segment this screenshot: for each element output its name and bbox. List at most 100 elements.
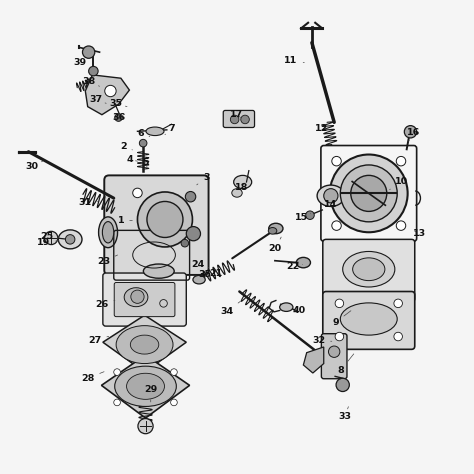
- Circle shape: [65, 235, 75, 244]
- Text: 19: 19: [37, 238, 59, 247]
- Polygon shape: [101, 355, 190, 418]
- Text: 1: 1: [118, 216, 132, 225]
- Text: 33: 33: [338, 407, 352, 420]
- Circle shape: [160, 300, 167, 307]
- Ellipse shape: [317, 185, 345, 207]
- Ellipse shape: [232, 189, 242, 197]
- Circle shape: [147, 201, 183, 237]
- FancyBboxPatch shape: [114, 283, 175, 317]
- Text: 31: 31: [79, 199, 98, 207]
- Ellipse shape: [234, 175, 252, 189]
- Text: 21: 21: [209, 266, 228, 278]
- Circle shape: [137, 192, 192, 247]
- Ellipse shape: [124, 288, 148, 307]
- Polygon shape: [303, 347, 324, 373]
- Circle shape: [131, 290, 144, 303]
- Text: 26: 26: [95, 300, 115, 309]
- Text: 6: 6: [137, 129, 150, 138]
- Text: 11: 11: [284, 56, 304, 65]
- Polygon shape: [111, 180, 201, 270]
- Circle shape: [336, 378, 349, 392]
- Circle shape: [396, 221, 406, 230]
- Polygon shape: [85, 75, 129, 115]
- Circle shape: [340, 165, 397, 222]
- Text: 35: 35: [109, 99, 127, 108]
- Text: 16: 16: [407, 128, 420, 141]
- Text: 13: 13: [412, 229, 426, 237]
- Text: 3: 3: [197, 173, 210, 185]
- Circle shape: [241, 115, 249, 124]
- Circle shape: [114, 399, 120, 406]
- FancyBboxPatch shape: [323, 239, 415, 302]
- Ellipse shape: [115, 366, 176, 406]
- Circle shape: [394, 299, 402, 308]
- Circle shape: [332, 221, 341, 230]
- Text: 37: 37: [89, 95, 106, 104]
- Text: 12: 12: [315, 125, 329, 137]
- Text: 29: 29: [144, 385, 157, 402]
- Circle shape: [171, 369, 177, 375]
- Circle shape: [171, 399, 177, 406]
- FancyBboxPatch shape: [223, 110, 255, 128]
- Text: 20: 20: [268, 237, 282, 253]
- Ellipse shape: [353, 258, 385, 281]
- Circle shape: [133, 188, 142, 198]
- Text: 4: 4: [126, 155, 137, 164]
- Circle shape: [335, 332, 344, 341]
- Circle shape: [139, 139, 147, 147]
- FancyBboxPatch shape: [321, 334, 347, 379]
- Circle shape: [185, 191, 196, 202]
- Text: 22: 22: [286, 262, 302, 271]
- Text: 27: 27: [88, 336, 109, 345]
- Text: 10: 10: [390, 177, 409, 190]
- Circle shape: [45, 231, 58, 245]
- Circle shape: [105, 85, 116, 97]
- Text: 9: 9: [332, 311, 351, 327]
- Circle shape: [138, 419, 153, 434]
- Text: 18: 18: [235, 183, 248, 192]
- Text: 5: 5: [143, 158, 149, 167]
- Text: 38: 38: [82, 77, 100, 86]
- Text: 8: 8: [337, 354, 354, 375]
- Text: 14: 14: [324, 201, 337, 209]
- Ellipse shape: [127, 374, 164, 399]
- Circle shape: [115, 114, 122, 121]
- Text: 32: 32: [312, 336, 332, 345]
- Circle shape: [181, 239, 189, 247]
- Ellipse shape: [146, 127, 164, 136]
- Text: 34: 34: [220, 301, 240, 316]
- Polygon shape: [103, 315, 186, 372]
- Circle shape: [330, 155, 408, 232]
- Circle shape: [114, 369, 120, 375]
- Ellipse shape: [268, 228, 277, 234]
- Text: 39: 39: [73, 58, 89, 73]
- Circle shape: [394, 332, 402, 341]
- Circle shape: [396, 156, 406, 166]
- Text: 24: 24: [191, 260, 205, 269]
- Ellipse shape: [193, 275, 205, 284]
- Circle shape: [335, 299, 344, 308]
- Ellipse shape: [99, 217, 118, 247]
- Text: 35: 35: [198, 267, 211, 279]
- Circle shape: [328, 346, 340, 357]
- Ellipse shape: [296, 257, 310, 268]
- Text: 17: 17: [230, 110, 244, 119]
- Ellipse shape: [340, 303, 397, 335]
- Circle shape: [404, 126, 417, 138]
- Text: 28: 28: [81, 372, 104, 383]
- Ellipse shape: [269, 223, 283, 234]
- Text: 15: 15: [294, 213, 310, 221]
- Ellipse shape: [58, 230, 82, 249]
- Circle shape: [332, 156, 341, 166]
- Circle shape: [89, 66, 98, 76]
- Text: 40: 40: [293, 306, 306, 315]
- Ellipse shape: [143, 264, 174, 278]
- Text: 23: 23: [97, 255, 118, 266]
- Circle shape: [306, 211, 314, 219]
- Text: 30: 30: [26, 161, 43, 171]
- FancyBboxPatch shape: [323, 292, 415, 349]
- Ellipse shape: [102, 222, 114, 243]
- Ellipse shape: [116, 326, 173, 364]
- Circle shape: [324, 189, 338, 203]
- Circle shape: [230, 115, 239, 124]
